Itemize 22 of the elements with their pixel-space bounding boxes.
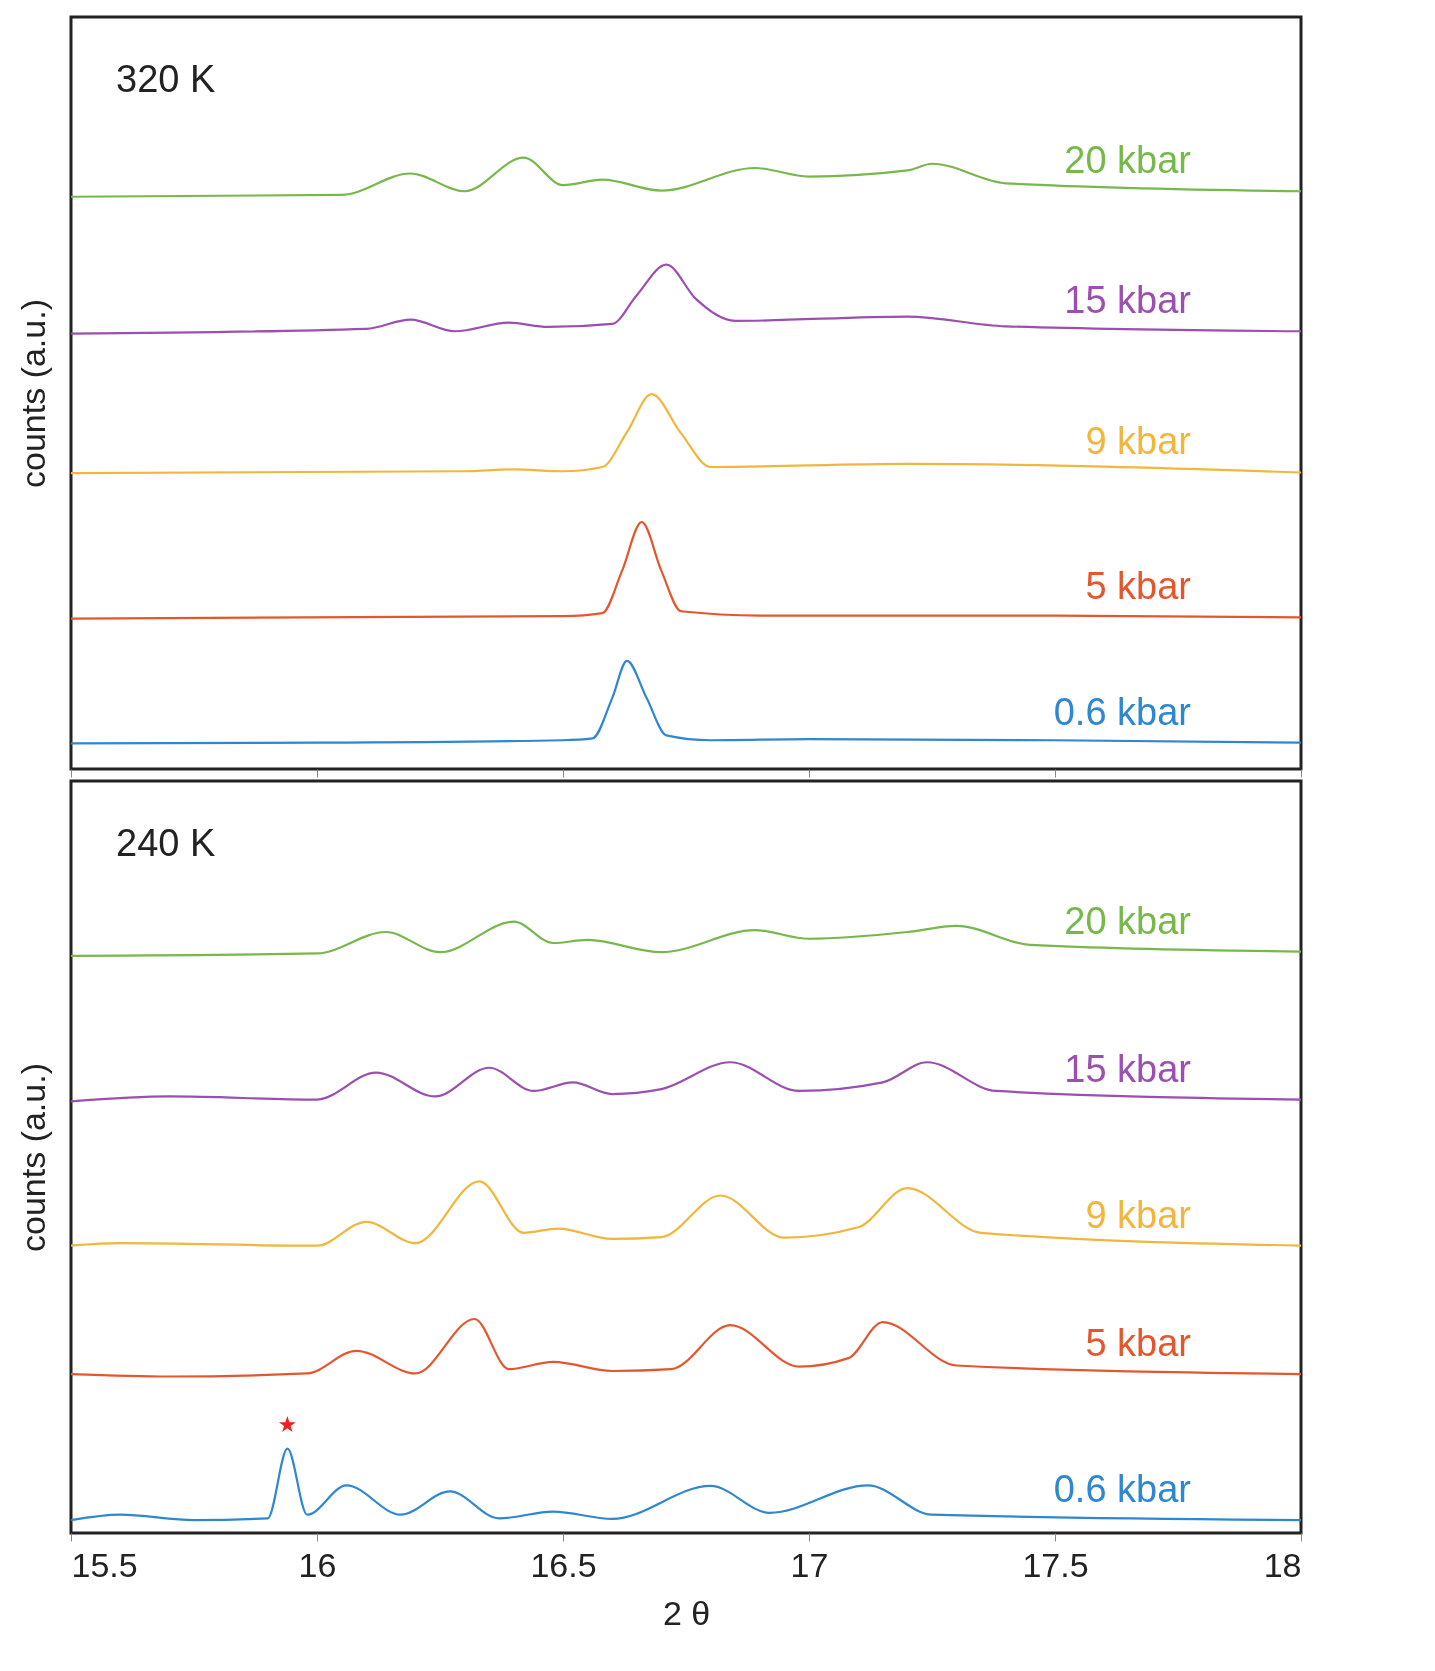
series-label: 9 kbar <box>1085 1193 1192 1236</box>
series-label: 5 kbar <box>1085 565 1192 608</box>
series-label: 0.6 kbar <box>1053 690 1192 733</box>
text: 240 K <box>116 822 216 864</box>
x-tick-label: 17 <box>790 1545 829 1584</box>
series-label: 15 kbar <box>1064 279 1192 322</box>
y-axis-title: counts (a.u.) <box>13 1063 52 1252</box>
x-tick-label: 16 <box>298 1545 337 1584</box>
series-label: 15 kbar <box>1064 1047 1192 1090</box>
series-label: 20 kbar <box>1064 139 1192 182</box>
x-tick-label: 16.5 <box>530 1545 597 1584</box>
series-label: 0.6 kbar <box>1053 1468 1192 1511</box>
x-axis-title: 2 θ <box>662 1593 711 1632</box>
x-tick-label: 18 <box>1263 1545 1302 1584</box>
series-label: 5 kbar <box>1085 1322 1192 1365</box>
annotation: ★ <box>277 1411 298 1437</box>
y-axis-title: counts (a.u.) <box>13 299 52 488</box>
series-label: 20 kbar <box>1064 899 1192 942</box>
x-tick-label: 17.5 <box>1022 1545 1089 1584</box>
x-tick-label: 15.5 <box>71 1545 138 1584</box>
text: 320 K <box>116 58 216 100</box>
series-label: 9 kbar <box>1085 420 1192 463</box>
